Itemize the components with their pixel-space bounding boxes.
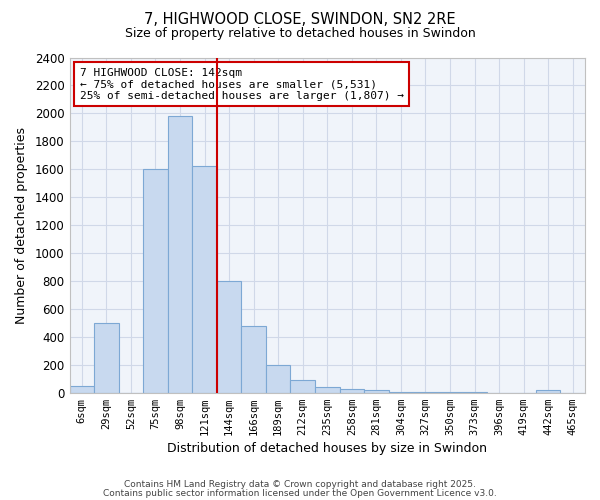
Bar bbox=[168, 116, 192, 392]
Bar bbox=[241, 326, 266, 392]
Bar bbox=[340, 388, 364, 392]
Bar bbox=[217, 281, 241, 392]
Bar bbox=[192, 166, 217, 392]
Bar bbox=[290, 380, 315, 392]
X-axis label: Distribution of detached houses by size in Swindon: Distribution of detached houses by size … bbox=[167, 442, 487, 455]
Bar bbox=[143, 169, 168, 392]
Text: Size of property relative to detached houses in Swindon: Size of property relative to detached ho… bbox=[125, 28, 475, 40]
Bar bbox=[266, 365, 290, 392]
Bar bbox=[315, 387, 340, 392]
Text: Contains HM Land Registry data © Crown copyright and database right 2025.: Contains HM Land Registry data © Crown c… bbox=[124, 480, 476, 489]
Bar bbox=[70, 386, 94, 392]
Bar bbox=[94, 323, 119, 392]
Bar bbox=[536, 390, 560, 392]
Text: 7, HIGHWOOD CLOSE, SWINDON, SN2 2RE: 7, HIGHWOOD CLOSE, SWINDON, SN2 2RE bbox=[144, 12, 456, 28]
Bar bbox=[364, 390, 389, 392]
Text: Contains public sector information licensed under the Open Government Licence v3: Contains public sector information licen… bbox=[103, 488, 497, 498]
Text: 7 HIGHWOOD CLOSE: 142sqm
← 75% of detached houses are smaller (5,531)
25% of sem: 7 HIGHWOOD CLOSE: 142sqm ← 75% of detach… bbox=[80, 68, 404, 101]
Y-axis label: Number of detached properties: Number of detached properties bbox=[15, 126, 28, 324]
